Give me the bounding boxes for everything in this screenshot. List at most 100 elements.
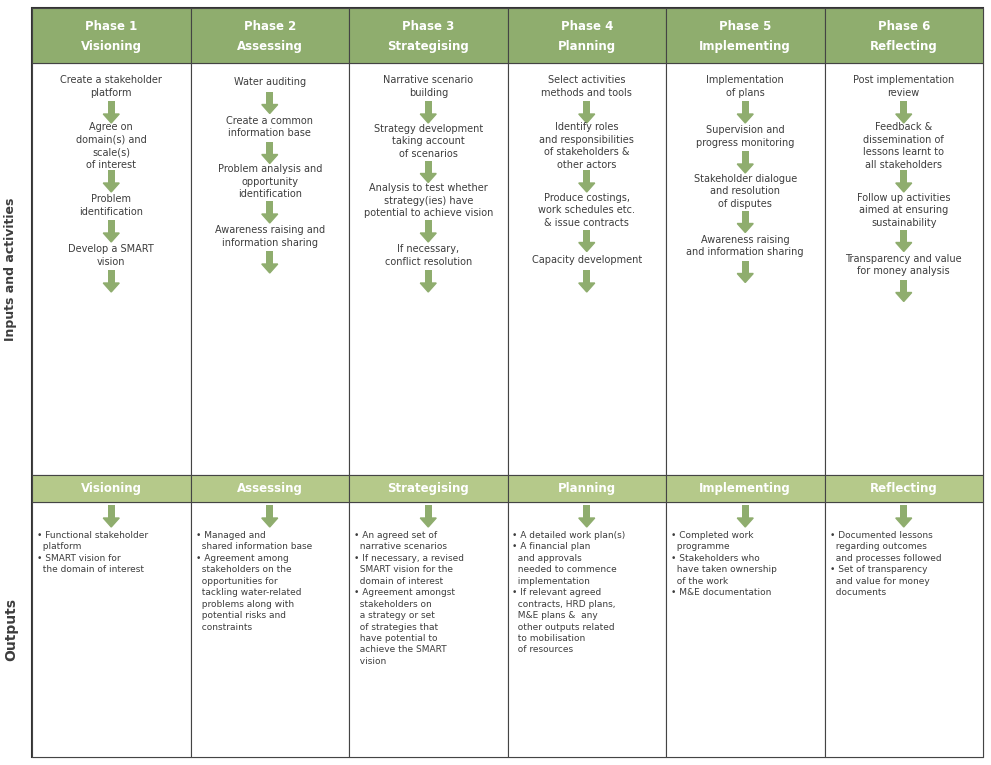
Polygon shape [420,233,436,242]
Polygon shape [896,114,912,123]
Text: Implementing: Implementing [700,40,791,53]
Text: Implementation
of plans: Implementation of plans [707,75,784,98]
Text: Reflecting: Reflecting [870,482,937,495]
Text: Analysis to test whether
strategy(ies) have
potential to achieve vision: Analysis to test whether strategy(ies) h… [364,184,493,218]
Text: Feedback &
dissemination of
lessons learnt to
all stakeholders: Feedback & dissemination of lessons lear… [863,122,944,170]
Text: Transparency and value
for money analysis: Transparency and value for money analysi… [845,254,962,276]
Bar [507,502,666,757]
Bar [825,502,983,757]
Bar [108,101,115,114]
Bar [666,63,825,475]
Bar [267,251,274,264]
Bar [267,142,274,155]
Bar [267,92,274,105]
Text: Problem analysis and
opportunity
identification: Problem analysis and opportunity identif… [218,164,322,199]
Bar [584,230,591,243]
Polygon shape [737,223,753,233]
Text: • Managed and
  shared information base
• Agreement among
  stakeholders on the
: • Managed and shared information base • … [195,531,312,632]
Bar [32,8,190,63]
Polygon shape [420,283,436,292]
Bar [741,210,749,223]
Polygon shape [103,183,119,192]
Text: • An agreed set of
  narrative scenarios
• If necessary, a revised
  SMART visio: • An agreed set of narrative scenarios •… [354,531,464,666]
Polygon shape [262,264,277,273]
Text: Select activities
methods and tools: Select activities methods and tools [541,75,632,98]
Bar [507,63,666,475]
Text: Problem
identification: Problem identification [79,194,144,216]
Bar [900,279,907,292]
Bar [349,475,507,502]
Polygon shape [103,283,119,292]
Text: • Documented lessons
  regarding outcomes
  and processes followed
• Set of tran: • Documented lessons regarding outcomes … [829,531,941,597]
Polygon shape [262,155,277,164]
Text: Phase 6: Phase 6 [878,20,930,33]
Text: Phase 3: Phase 3 [402,20,455,33]
Text: Visioning: Visioning [80,40,142,53]
Polygon shape [896,518,912,527]
Bar [108,505,115,518]
Text: Strategy development
taking account
of scenarios: Strategy development taking account of s… [374,124,483,158]
Polygon shape [737,114,753,123]
Bar [425,505,432,518]
Bar [584,270,591,283]
Bar [32,63,190,475]
Text: Strategising: Strategising [387,482,469,495]
Polygon shape [420,518,436,527]
Text: Inputs and activities: Inputs and activities [5,197,18,340]
Text: Phase 4: Phase 4 [561,20,613,33]
Bar [267,201,274,214]
Text: • Functional stakeholder
  platform
• SMART vision for
  the domain of interest: • Functional stakeholder platform • SMAR… [37,531,148,575]
Text: Stakeholder dialogue
and resolution
of disputes: Stakeholder dialogue and resolution of d… [694,174,797,209]
Text: Water auditing: Water auditing [234,76,306,86]
Polygon shape [579,518,595,527]
Text: Planning: Planning [558,40,615,53]
Polygon shape [262,105,277,113]
Bar [507,475,666,502]
Polygon shape [103,233,119,242]
Polygon shape [579,183,595,192]
Bar [900,101,907,114]
Polygon shape [103,114,119,123]
Bar [32,475,190,502]
Text: Assessing: Assessing [237,482,302,495]
Polygon shape [896,183,912,192]
Text: Produce costings,
work schedules etc.
& issue contracts: Produce costings, work schedules etc. & … [538,193,635,228]
Polygon shape [579,243,595,252]
Text: Develop a SMART
vision: Develop a SMART vision [68,244,155,267]
Polygon shape [896,292,912,301]
Bar [108,270,115,283]
Bar [741,505,749,518]
Bar [425,270,432,283]
Bar [825,63,983,475]
Text: • A detailed work plan(s)
• A financial plan
  and approvals
  needed to commenc: • A detailed work plan(s) • A financial … [512,531,625,655]
Polygon shape [737,164,753,173]
Text: Agree on
domain(s) and
scale(s)
of interest: Agree on domain(s) and scale(s) of inter… [76,122,147,170]
Text: Phase 1: Phase 1 [85,20,138,33]
Bar [267,505,274,518]
Text: Phase 5: Phase 5 [719,20,771,33]
Polygon shape [579,283,595,292]
Bar [900,505,907,518]
Bar [666,502,825,757]
Bar [349,63,507,475]
Text: Assessing: Assessing [237,40,302,53]
Text: Outputs: Outputs [4,598,18,661]
Bar [666,8,825,63]
Polygon shape [420,174,436,183]
Bar [190,502,349,757]
Polygon shape [262,214,277,223]
Bar [349,502,507,757]
Text: Create a stakeholder
platform: Create a stakeholder platform [60,75,163,98]
Bar [666,475,825,502]
Text: Awareness raising and
information sharing: Awareness raising and information sharin… [215,226,325,248]
Polygon shape [737,518,753,527]
Polygon shape [420,114,436,123]
Bar [425,161,432,174]
Bar [425,101,432,114]
Bar [741,261,749,274]
Text: Visioning: Visioning [80,482,142,495]
Text: • Completed work
  programme
• Stakeholders who
  have taken ownership
  of the : • Completed work programme • Stakeholder… [671,531,777,597]
Bar [32,502,190,757]
Bar [425,220,432,233]
Text: Narrative scenario
building: Narrative scenario building [384,75,474,98]
